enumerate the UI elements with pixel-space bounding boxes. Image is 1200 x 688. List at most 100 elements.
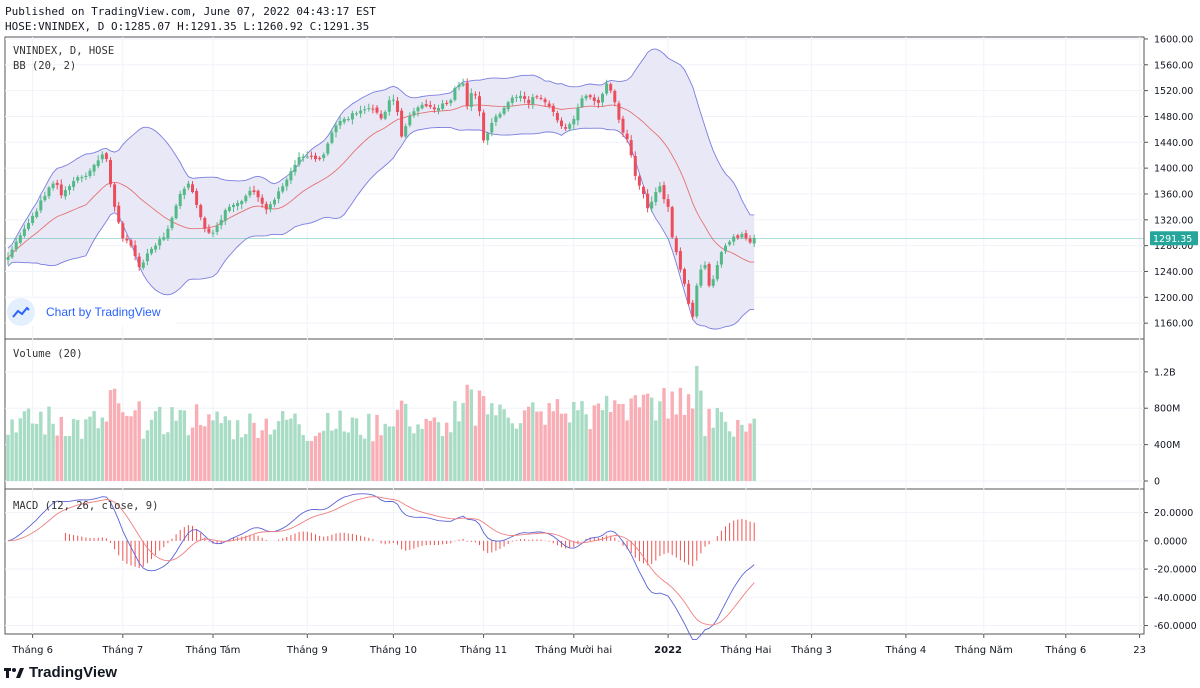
candle — [596, 96, 600, 108]
candle-body — [695, 285, 699, 317]
candle-body — [469, 93, 473, 107]
candle — [277, 187, 281, 204]
candle-body — [273, 199, 276, 205]
candle-body — [129, 240, 133, 246]
candle — [695, 283, 699, 319]
candle — [510, 95, 514, 107]
candle — [502, 105, 506, 116]
candle — [527, 96, 531, 109]
candle-body — [256, 190, 260, 198]
volume-bar — [35, 423, 39, 481]
candle — [104, 151, 108, 163]
candle-body — [166, 228, 170, 239]
volume-bar — [133, 410, 137, 481]
candle — [314, 152, 317, 162]
candle — [252, 185, 256, 195]
footer-brand[interactable]: TradingView — [4, 664, 117, 681]
candle — [383, 110, 387, 121]
candle-body — [35, 211, 39, 218]
candle-body — [543, 99, 547, 103]
candle-body — [400, 110, 404, 137]
candle-body — [441, 103, 445, 109]
candle-body — [117, 205, 121, 223]
volume-bar — [305, 440, 309, 481]
candle — [39, 195, 43, 213]
candle-body — [396, 100, 399, 112]
candle-body — [223, 210, 227, 221]
candle — [248, 186, 252, 198]
candle-body — [412, 111, 416, 116]
candle — [121, 220, 125, 242]
candle — [309, 151, 313, 160]
volume-bar — [543, 424, 547, 481]
volume-bar — [194, 404, 199, 481]
volume-bar — [748, 423, 752, 481]
volume-bar — [240, 437, 244, 481]
volume-bar — [658, 401, 662, 481]
volume-bar — [551, 411, 555, 481]
candle — [478, 91, 481, 117]
volume-bar — [178, 409, 182, 481]
bb-fill — [8, 48, 755, 330]
candle-body — [88, 170, 92, 176]
candle — [162, 232, 166, 242]
candle-body — [576, 107, 580, 121]
candle — [564, 123, 568, 131]
candle — [334, 121, 338, 138]
volume-bar — [100, 417, 104, 481]
volume-bar — [367, 413, 371, 481]
volume-bar — [256, 437, 260, 481]
x-axis-label: Tháng 4 — [884, 644, 926, 656]
candle — [268, 201, 272, 213]
volume-bar — [408, 426, 412, 481]
volume-bar — [346, 432, 350, 481]
candle-body — [137, 256, 141, 267]
candle — [129, 237, 133, 248]
candle — [330, 128, 334, 145]
x-axis-label: 2022 — [654, 645, 682, 656]
candle — [748, 235, 752, 245]
candle — [601, 92, 604, 107]
volume-bar — [395, 409, 400, 481]
candle — [137, 252, 141, 271]
volume-bar — [108, 390, 113, 481]
volume-bar — [276, 421, 281, 481]
volume-bar — [436, 422, 441, 481]
x-axis-label: Tháng 6 — [1044, 644, 1086, 656]
candle — [158, 236, 162, 250]
candle — [338, 115, 342, 130]
candle-body — [519, 95, 522, 99]
candle-body — [326, 143, 330, 154]
volume-bar — [10, 419, 14, 481]
candle — [174, 203, 178, 220]
candle-body — [293, 164, 297, 173]
candle-body — [375, 107, 379, 113]
candle-body — [650, 201, 654, 209]
candle — [666, 194, 670, 213]
volume-bar — [604, 395, 609, 481]
volume-bar — [744, 431, 748, 481]
candle — [740, 231, 744, 240]
candle — [662, 181, 666, 204]
candle-body — [588, 95, 592, 98]
candle — [523, 91, 527, 104]
chart-by-tradingview-badge[interactable]: Chart by TradingView — [7, 298, 175, 326]
volume-bar — [633, 395, 637, 481]
candle-body — [551, 105, 555, 112]
candle-body — [318, 157, 322, 160]
candle — [568, 122, 572, 132]
x-axis-label: Tháng 9 — [286, 644, 328, 656]
price-axis-label: 1600.00 — [1154, 34, 1193, 45]
volume-bar — [223, 416, 227, 481]
candle — [576, 103, 580, 126]
volume-bar — [252, 422, 256, 481]
volume-bar — [609, 412, 613, 481]
candle — [305, 151, 309, 159]
candle — [490, 118, 494, 137]
volume-bar — [654, 420, 658, 481]
candle-body — [39, 200, 43, 211]
volume-bar — [264, 418, 268, 481]
candle — [51, 180, 55, 191]
candle-body — [506, 102, 510, 110]
